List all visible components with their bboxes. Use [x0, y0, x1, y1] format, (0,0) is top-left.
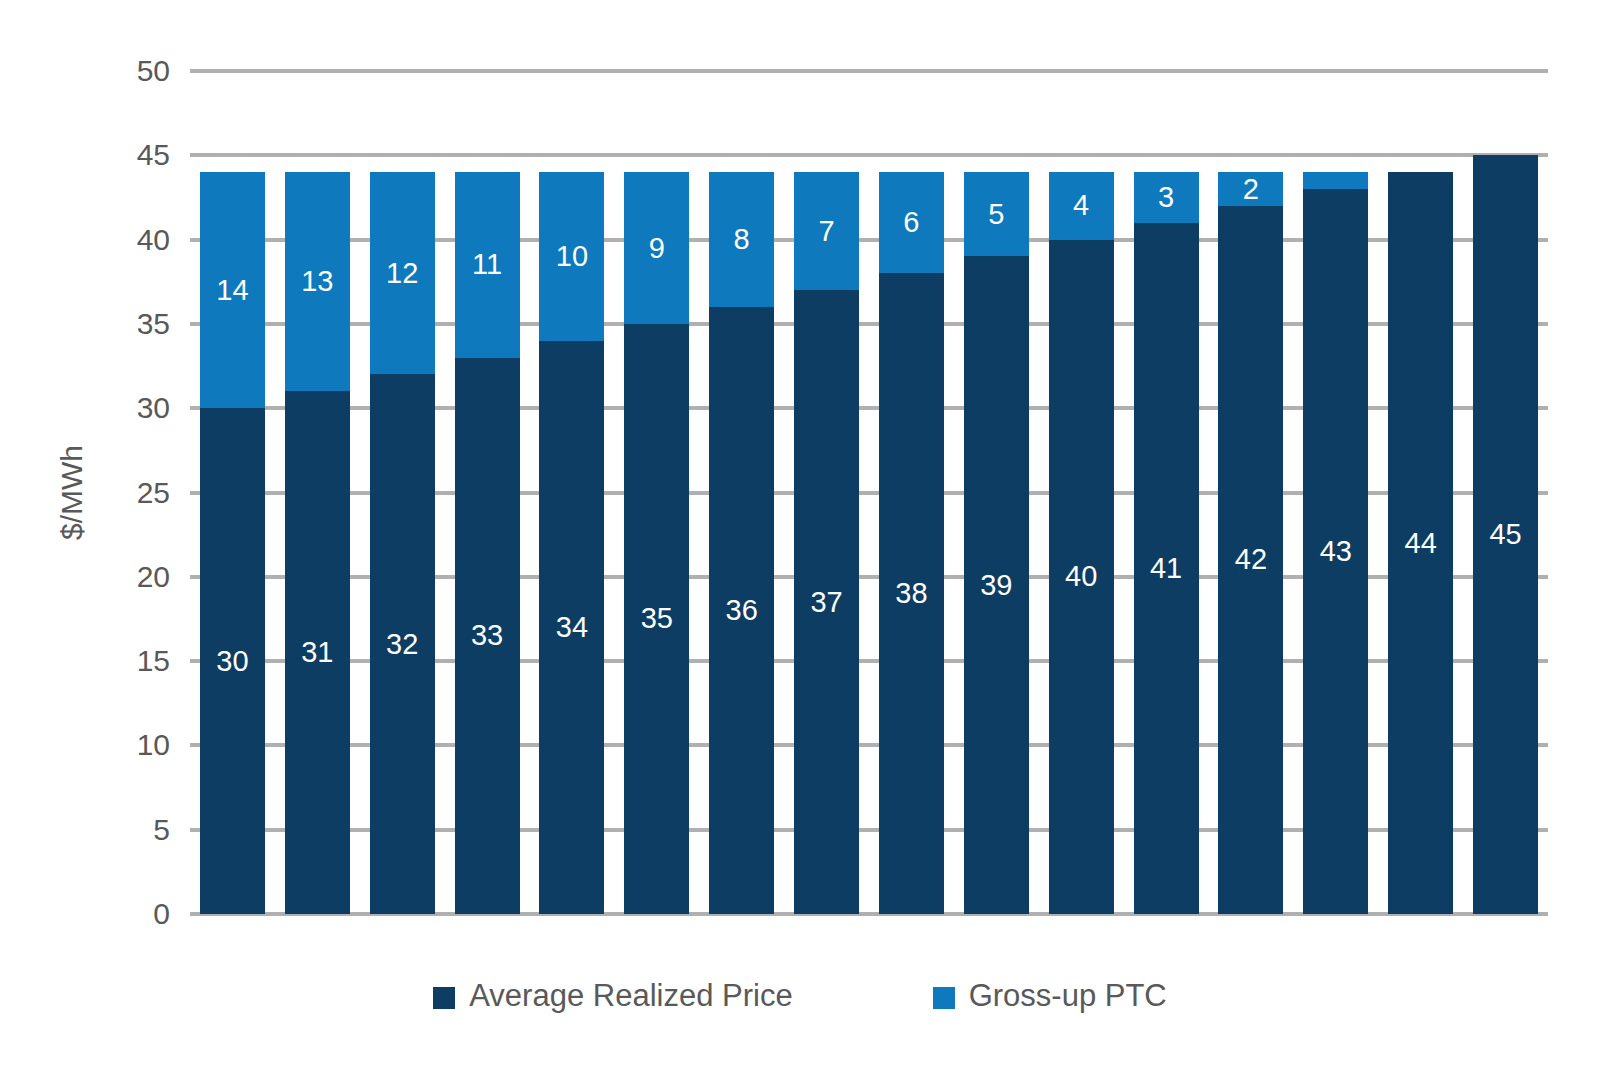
- chart-canvas: $/MWh 05101520253035404550 3014311332123…: [0, 0, 1600, 1067]
- y-tick-label-5: 5: [0, 810, 170, 850]
- bar-segment-average-realized-price: 44: [1388, 172, 1453, 914]
- bar-value-label: 2: [1243, 175, 1259, 204]
- y-tick-label-45: 45: [0, 135, 170, 175]
- bar-segment-average-realized-price: 39: [964, 256, 1029, 914]
- bar-16: 45: [1473, 71, 1538, 914]
- bar-14: 43: [1303, 71, 1368, 914]
- bar-value-label: 13: [301, 267, 333, 296]
- bar-value-label: 3: [1158, 183, 1174, 212]
- bar-3: 32 12: [370, 71, 435, 914]
- bar-segment-average-realized-price: 30: [200, 408, 265, 914]
- y-tick-label-20: 20: [0, 557, 170, 597]
- bar-2: 31 13: [285, 71, 350, 914]
- bar-value-label: 7: [818, 217, 834, 246]
- bar-value-label: 5: [988, 200, 1004, 229]
- bar-segment-average-realized-price: 37: [794, 290, 859, 914]
- bar-11: 40 4: [1049, 71, 1114, 914]
- bar-value-label: 35: [641, 604, 673, 633]
- bar-9: 38 6: [879, 71, 944, 914]
- bar-segment-average-realized-price: 34: [539, 341, 604, 914]
- y-tick-label-15: 15: [0, 641, 170, 681]
- y-tick-label-30: 30: [0, 388, 170, 428]
- y-tick-label-40: 40: [0, 220, 170, 260]
- bar-segment-average-realized-price: 45: [1473, 155, 1538, 914]
- legend-label: Average Realized Price: [469, 978, 792, 1014]
- bar-value-label: 36: [726, 596, 758, 625]
- bar-value-label: 10: [556, 242, 588, 271]
- legend: Average Realized Price Gross-up PTC: [0, 978, 1600, 1014]
- bar-value-label: 9: [649, 234, 665, 263]
- bar-value-label: 30: [216, 647, 248, 676]
- plot-area: 3014311332123311341035936837738639540441…: [190, 71, 1548, 914]
- bar-segment-gross-up-ptc: 8: [709, 172, 774, 307]
- bar-segment-average-realized-price: 35: [624, 324, 689, 914]
- bar-value-label: 32: [386, 630, 418, 659]
- bar-value-label: 14: [216, 276, 248, 305]
- bar-15: 44: [1388, 71, 1453, 914]
- bar-segment-gross-up-ptc: [1303, 172, 1368, 189]
- bar-10: 39 5: [964, 71, 1029, 914]
- bar-segment-average-realized-price: 31: [285, 391, 350, 914]
- bar-1: 30 14: [200, 71, 265, 914]
- bar-value-label: 39: [980, 571, 1012, 600]
- bar-8: 37 7: [794, 71, 859, 914]
- bar-segment-average-realized-price: 33: [455, 358, 520, 914]
- bar-segment-gross-up-ptc: 10: [539, 172, 604, 341]
- bar-segment-gross-up-ptc: 2: [1218, 172, 1283, 206]
- bar-12: 41 3: [1134, 71, 1199, 914]
- bar-value-label: 43: [1320, 537, 1352, 566]
- legend-swatch-icon: [433, 987, 455, 1009]
- bar-segment-average-realized-price: 42: [1218, 206, 1283, 914]
- legend-label: Gross-up PTC: [969, 978, 1167, 1014]
- bar-value-label: 4: [1073, 191, 1089, 220]
- bar-value-label: 33: [471, 621, 503, 650]
- bar-segment-average-realized-price: 41: [1134, 223, 1199, 914]
- bar-4: 33 11: [455, 71, 520, 914]
- y-tick-label-25: 25: [0, 473, 170, 513]
- bar-segment-gross-up-ptc: 7: [794, 172, 859, 290]
- bar-segment-gross-up-ptc: 3: [1134, 172, 1199, 223]
- legend-swatch-icon: [933, 987, 955, 1009]
- bar-value-label: 44: [1405, 529, 1437, 558]
- bar-segment-gross-up-ptc: 14: [200, 172, 265, 408]
- bar-value-label: 45: [1489, 520, 1521, 549]
- bar-value-label: 38: [895, 579, 927, 608]
- bar-segment-gross-up-ptc: 6: [879, 172, 944, 273]
- bar-segment-gross-up-ptc: 4: [1049, 172, 1114, 239]
- bar-segment-average-realized-price: 40: [1049, 240, 1114, 914]
- bar-segment-average-realized-price: 43: [1303, 189, 1368, 914]
- legend-item: Average Realized Price: [433, 978, 792, 1014]
- bar-13: 42 2: [1218, 71, 1283, 914]
- bar-value-label: 40: [1065, 562, 1097, 591]
- bar-value-label: 8: [734, 225, 750, 254]
- bar-5: 34 10: [539, 71, 604, 914]
- bar-value-label: 31: [301, 638, 333, 667]
- bar-value-label: 42: [1235, 545, 1267, 574]
- bar-segment-gross-up-ptc: 12: [370, 172, 435, 374]
- bar-value-label: 12: [386, 259, 418, 288]
- bar-segment-gross-up-ptc: 13: [285, 172, 350, 391]
- bar-segment-average-realized-price: 36: [709, 307, 774, 914]
- bar-value-label: 6: [903, 208, 919, 237]
- bar-segment-average-realized-price: 38: [879, 273, 944, 914]
- y-tick-label-50: 50: [0, 51, 170, 91]
- y-tick-label-0: 0: [0, 894, 170, 934]
- bar-segment-gross-up-ptc: 11: [455, 172, 520, 357]
- bar-7: 36 8: [709, 71, 774, 914]
- bar-segment-gross-up-ptc: 9: [624, 172, 689, 324]
- y-tick-label-35: 35: [0, 304, 170, 344]
- bar-segment-average-realized-price: 32: [370, 374, 435, 914]
- bar-segment-gross-up-ptc: 5: [964, 172, 1029, 256]
- bar-value-label: 34: [556, 613, 588, 642]
- y-tick-label-10: 10: [0, 725, 170, 765]
- bar-value-label: 11: [472, 250, 502, 279]
- bar-value-label: 41: [1150, 554, 1182, 583]
- bar-value-label: 37: [810, 588, 842, 617]
- bar-6: 35 9: [624, 71, 689, 914]
- legend-item: Gross-up PTC: [933, 978, 1167, 1014]
